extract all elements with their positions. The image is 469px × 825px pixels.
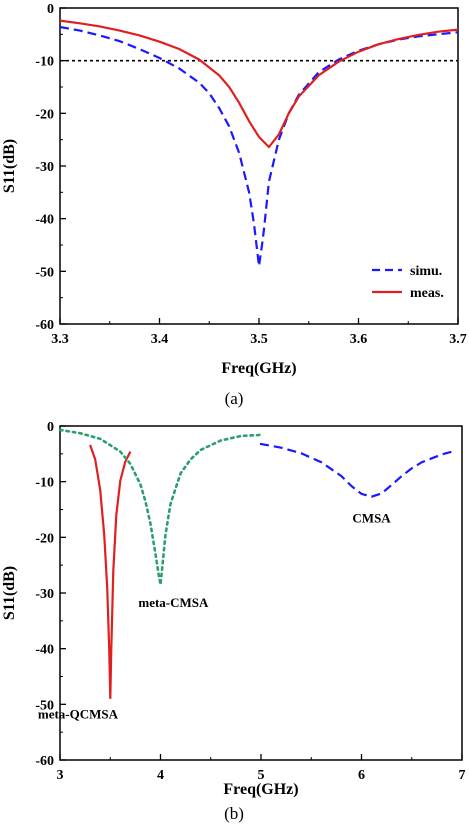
series-annotation: meta-QCMSA [38,706,119,721]
x-tick-label: 3.5 [250,332,268,347]
y-tick-label: 0 [47,2,54,17]
y-tick-label: -50 [35,698,54,713]
series-line-meta-qcmsa [89,444,132,699]
y-tick-label: -20 [35,531,54,546]
x-tick-label: 3.4 [151,332,169,347]
plot-area-b [59,425,463,761]
x-tick-label: 3.7 [449,332,467,347]
plot-area-a [59,7,459,325]
y-axis-title-b: S11(dB) [1,566,18,620]
y-tick-label: -30 [35,160,54,175]
legend-label: simu. [410,264,442,279]
y-tick-label: -60 [35,754,54,769]
series-line-simu [59,25,459,267]
panel-a: 3.3 3.4 3.5 3.6 3.7 0 -10 -20 -30 -40 -50 -60 simu. m… [1,2,467,408]
y-tick-label: -60 [35,318,54,333]
x-tick-label: 3.6 [350,332,368,347]
y-tick-label: -20 [35,107,54,122]
series-line-cmsa [259,442,455,498]
x-tick-label: 6 [358,768,365,783]
x-axis-title-b: Freq(GHz) [223,781,298,798]
x-tick-label: 7 [459,768,466,783]
y-axis-title-a: S11(dB) [1,139,18,193]
y-tick-label: -10 [35,55,54,70]
panel-caption-b: (b) [224,804,244,823]
panel-a-marks: 3.3 3.4 3.5 3.6 3.7 0 -10 -20 -30 -40 -50 -60 simu. m… [35,2,466,347]
x-tick-label: 3.3 [51,332,69,347]
series-annotation: meta-CMSA [138,595,209,610]
series-annotation: CMSA [352,510,391,525]
y-tick-label: -10 [35,476,54,491]
y-tick-label: -50 [35,265,54,280]
x-tick-label: 4 [157,768,164,783]
x-tick-label: 5 [258,768,265,783]
y-tick-label: 0 [47,420,54,435]
y-tick-label: -40 [35,213,54,228]
panel-b-marks: 3 4 5 6 7 0 -10 -20 -30 -40 -50 -60 CMSA meta-CMSA met… [35,420,465,783]
panel-caption-a: (a) [225,389,244,408]
series-line-meta-cmsa [58,428,263,585]
x-axis-title-a: Freq(GHz) [221,360,296,377]
y-tick-label: -30 [35,587,54,602]
panel-b: 3 4 5 6 7 0 -10 -20 -30 -40 -50 -60 CMSA meta-CMSA met… [1,420,466,823]
y-tick-label: -40 [35,643,54,658]
x-tick-label: 3 [57,768,64,783]
legend-label: meas. [410,286,444,301]
series-line-meas [59,19,459,149]
